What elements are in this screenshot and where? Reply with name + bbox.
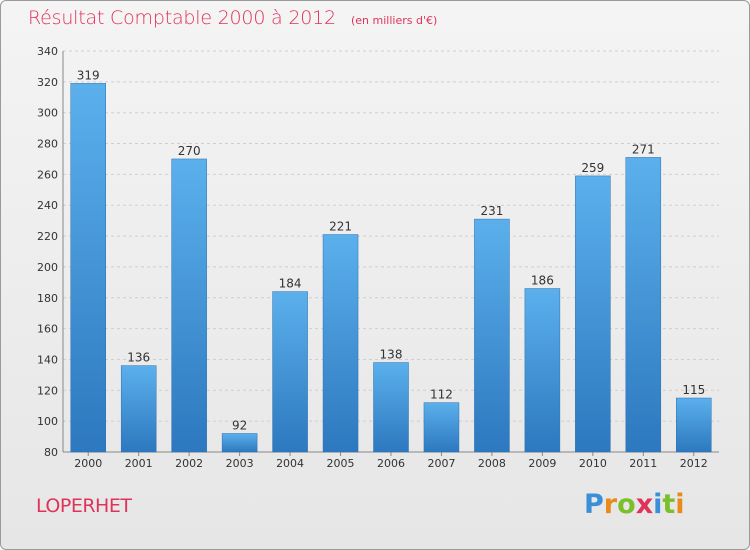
bars [70,83,712,453]
y-tick-label: 320 [37,76,58,89]
x-tick-label-2006: 2006 [377,457,405,470]
x-tick-label-2002: 2002 [175,457,203,470]
x-tick-label-2009: 2009 [528,457,556,470]
x-tick-label-2001: 2001 [125,457,153,470]
bar-2004 [272,291,308,453]
x-tick-label-2007: 2007 [427,457,455,470]
y-tick-label: 100 [37,415,58,428]
data-labels: 319 136 270 92 184 221 138 112 231 186 259 271 115 [77,68,705,432]
y-tick-label: 200 [37,261,58,274]
y-tick-label: 240 [37,199,58,212]
data-label-2002: 270 [178,144,201,158]
x-tick-label-2011: 2011 [629,457,657,470]
y-tick-labels: 80 100 120 140 160 180 200 220 240 260 280 300 320 34… [37,45,58,459]
logo-letter: x [635,489,654,520]
x-tick-label-2008: 2008 [478,457,506,470]
data-label-2003: 92 [232,418,247,432]
y-tick-label: 340 [37,45,58,58]
x-tick-label-2005: 2005 [327,457,355,470]
x-tick-label-2012: 2012 [680,457,708,470]
y-tick-label: 140 [37,353,58,366]
bar-2006 [373,362,409,453]
data-label-2004: 184 [279,277,302,291]
data-label-2001: 136 [127,351,150,365]
bar-2012 [676,397,712,453]
y-tick-label: 220 [37,230,58,243]
bar-2002 [171,158,207,453]
x-tick-labels: 2000 2001 2002 2003 2004 2005 2006 2007 2008 2009… [74,457,708,470]
chart-title: Résultat Comptable 2000 à 2012 [28,7,336,29]
logo-letter: P [584,489,604,520]
y-tick-label: 280 [37,138,58,151]
data-label-2012: 115 [682,383,705,397]
bar-2009 [524,288,561,453]
logo-letter: o [617,489,636,520]
y-tick-label: 300 [37,107,58,120]
x-tick-label-2010: 2010 [579,457,607,470]
data-label-2010: 259 [581,161,604,175]
data-label-2000: 319 [77,68,100,82]
chart-subtitle: (en milliers d'€) [350,14,438,27]
y-tick-label: 160 [37,323,58,336]
bar-2000 [70,83,106,453]
proxiti-logo: Proxiti [584,489,685,520]
bar-2007 [423,402,460,453]
chart-title-row: Résultat Comptable 2000 à 2012 (en milli… [28,7,437,29]
bar-2003 [221,433,258,453]
bar-2008 [474,218,510,453]
data-label-2006: 138 [380,348,403,362]
data-label-2008: 231 [480,204,503,218]
logo-letter: r [603,489,618,520]
x-tick-label-2000: 2000 [74,457,102,470]
data-label-2009: 186 [531,274,554,288]
bar-2005 [322,234,359,453]
y-tick-label: 80 [44,446,58,459]
bar-2010 [575,175,611,453]
logo-letter: t [662,489,676,520]
data-label-2007: 112 [430,388,453,402]
y-tick-label: 260 [37,168,58,181]
x-tick-label-2003: 2003 [226,457,254,470]
y-tick-label: 120 [37,384,58,397]
data-label-2005: 221 [329,220,352,234]
y-tick-label: 180 [37,292,58,305]
bar-2001 [120,365,157,453]
data-label-2011: 271 [632,142,655,156]
logo-letter: i [675,489,685,520]
logo-letter: i [653,489,663,520]
commune-name: LOPERHET [36,495,132,517]
bar-2011 [625,157,662,453]
x-tick-label-2004: 2004 [276,457,304,470]
